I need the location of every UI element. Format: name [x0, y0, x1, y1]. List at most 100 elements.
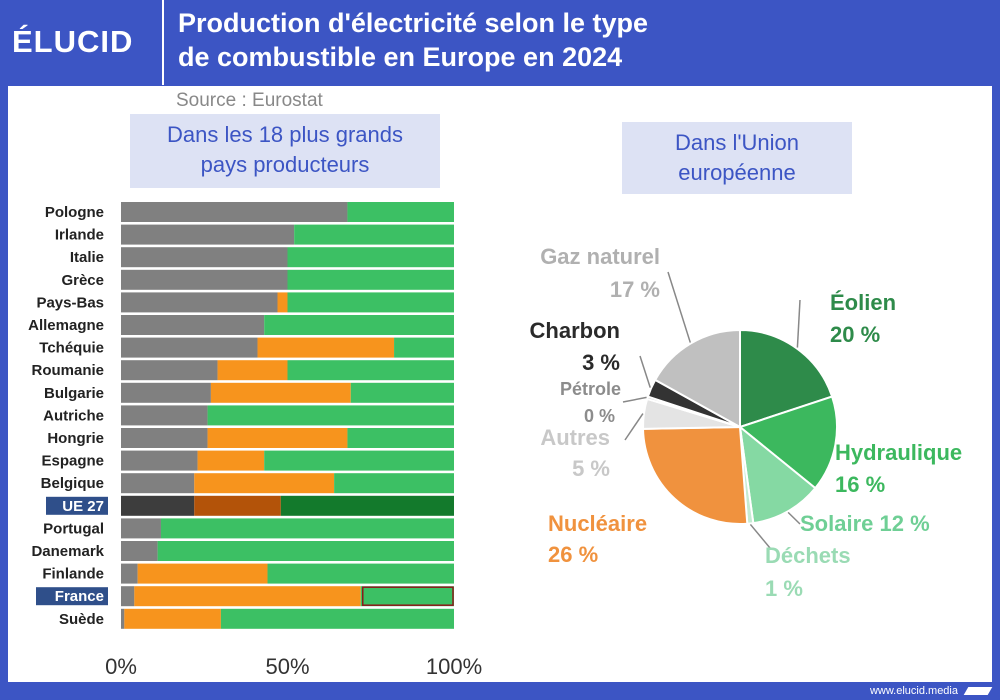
bar-charbon-18 [121, 608, 125, 629]
pie-subtitle-line-1: Dans l'Union [674, 130, 800, 155]
category-label-8: Bulgarie [44, 385, 104, 402]
bar-renouvelable-6 [394, 337, 454, 358]
category-label-10: Hongrie [47, 430, 104, 447]
bar-charbon-7 [121, 360, 218, 381]
footer-logo-mark [963, 687, 993, 695]
source-text: Source : Eurostat [176, 90, 323, 111]
logo-separator [162, 0, 164, 85]
pie-label-7: Charbon [530, 318, 620, 343]
pie-chart: Éolien 20 % Hydraulique 16 % Solaire 12 % Déc… [530, 244, 963, 601]
title-line-2: de combustible en Europe en 2024 [178, 42, 623, 72]
category-label-3: Grèce [61, 272, 104, 289]
category-label-9: Autriche [43, 407, 104, 424]
bar-renouvelable-3 [287, 269, 454, 290]
bar-renouvelable-10 [347, 428, 454, 448]
bar-charbon-13 [121, 495, 195, 516]
pie-leader-0 [796, 299, 801, 348]
pie-value-8: 17 % [610, 277, 660, 302]
bar-charbon-0 [121, 202, 348, 222]
bar-nucleaire-17 [134, 586, 361, 607]
bar-renouvelable-11 [264, 450, 454, 471]
category-label-18: Suède [59, 611, 104, 628]
pie-label-3: Déchets [765, 543, 851, 568]
bar-charbon-10 [121, 428, 208, 448]
x-tick-1: 50% [265, 654, 309, 679]
bar-renouvelable-16 [267, 563, 454, 584]
pie-value-5: 5 % [572, 456, 610, 481]
bar-charbon-6 [121, 337, 258, 358]
bar-nucleaire-8 [210, 382, 351, 403]
bar-subtitle-line-2: pays producteurs [200, 152, 370, 177]
elucid-logo: ÉLUCID [12, 24, 134, 59]
bar-renouvelable-9 [207, 405, 454, 426]
bar-charbon-11 [121, 450, 198, 471]
bar-renouvelable-8 [350, 382, 454, 403]
pie-slice-8 [653, 328, 741, 429]
pie-leader-3 [749, 523, 771, 549]
pie-label-8: Gaz naturel [540, 244, 660, 269]
x-tick-0: 0% [105, 654, 137, 679]
category-label-5: Allemagne [28, 317, 104, 334]
category-label-2: Italie [70, 249, 104, 266]
category-highlight-13 [46, 496, 108, 515]
category-label-4: Pays-Bas [36, 294, 104, 311]
bar-renouvelable-0 [347, 202, 454, 222]
bar-nucleaire-4 [277, 292, 288, 313]
pie-value-1: 16 % [835, 472, 885, 497]
pie-subtitle-line-2: européenne [678, 160, 796, 185]
pie-slice-4 [641, 425, 749, 525]
category-label-11: Espagne [41, 453, 104, 470]
pie-value-4: 26 % [548, 542, 598, 567]
bar-charbon-14 [121, 518, 161, 539]
category-label-17: France [55, 588, 104, 605]
bar-charbon-3 [121, 269, 288, 290]
pie-label-6: Pétrole [560, 379, 621, 399]
category-label-15: Danemark [31, 543, 104, 560]
pie-chart-subtitle: Dans l'Union européenne [622, 122, 852, 194]
pie-label-2: Solaire 12 % [800, 511, 930, 536]
category-label-14: Portugal [43, 520, 104, 537]
bar-renouvelable-1 [294, 224, 454, 245]
bar-chart: Pologne Irlande Italie Grèce Pays-Bas Allemag… [28, 202, 482, 679]
pie-leader-8 [667, 271, 692, 343]
footer-url: www.elucid.media [869, 685, 958, 697]
pie-slice-0 [739, 328, 834, 429]
bar-renouvelable-18 [220, 608, 454, 629]
bar-renouvelable-14 [160, 518, 454, 539]
title-line-1: Production d'électricité selon le type [178, 8, 649, 38]
category-label-12: Belgique [41, 475, 104, 492]
category-label-16: Finlande [42, 566, 104, 583]
bar-charbon-5 [121, 315, 265, 335]
bar-renouvelable-15 [157, 541, 454, 561]
category-label-0: Pologne [45, 204, 104, 221]
bar-renouvelable-13 [280, 495, 454, 516]
bar-charbon-8 [121, 382, 211, 403]
france-highlight-outline [362, 586, 454, 606]
bar-nucleaire-12 [194, 473, 335, 494]
category-label-13: UE 27 [62, 498, 104, 515]
bar-nucleaire-10 [207, 428, 348, 448]
category-label-1: Irlande [55, 227, 104, 244]
pie-leader-6 [622, 396, 647, 403]
bar-renouvelable-12 [334, 473, 454, 494]
pie-leader-2 [787, 511, 801, 525]
pie-slice-2 [738, 424, 817, 525]
bar-nucleaire-18 [124, 608, 221, 629]
bar-charbon-4 [121, 292, 278, 313]
bar-charbon-9 [121, 405, 208, 426]
bar-nucleaire-11 [197, 450, 265, 471]
bar-subtitle-line-1: Dans les 18 plus grands [166, 122, 404, 147]
bar-renouvelable-4 [287, 292, 454, 313]
pie-value-3: 1 % [765, 576, 803, 601]
pie-value-6: 0 % [584, 406, 615, 426]
bar-charbon-15 [121, 541, 158, 561]
bar-renouvelable-5 [264, 315, 454, 335]
bar-nucleaire-16 [137, 563, 268, 584]
pie-label-5: Autres [540, 425, 610, 450]
bar-renouvelable-17 [360, 586, 454, 607]
page-title: Production d'électricité selon le type d… [178, 6, 978, 74]
bar-renouvelable-7 [287, 360, 454, 381]
bar-nucleaire-7 [217, 360, 288, 381]
